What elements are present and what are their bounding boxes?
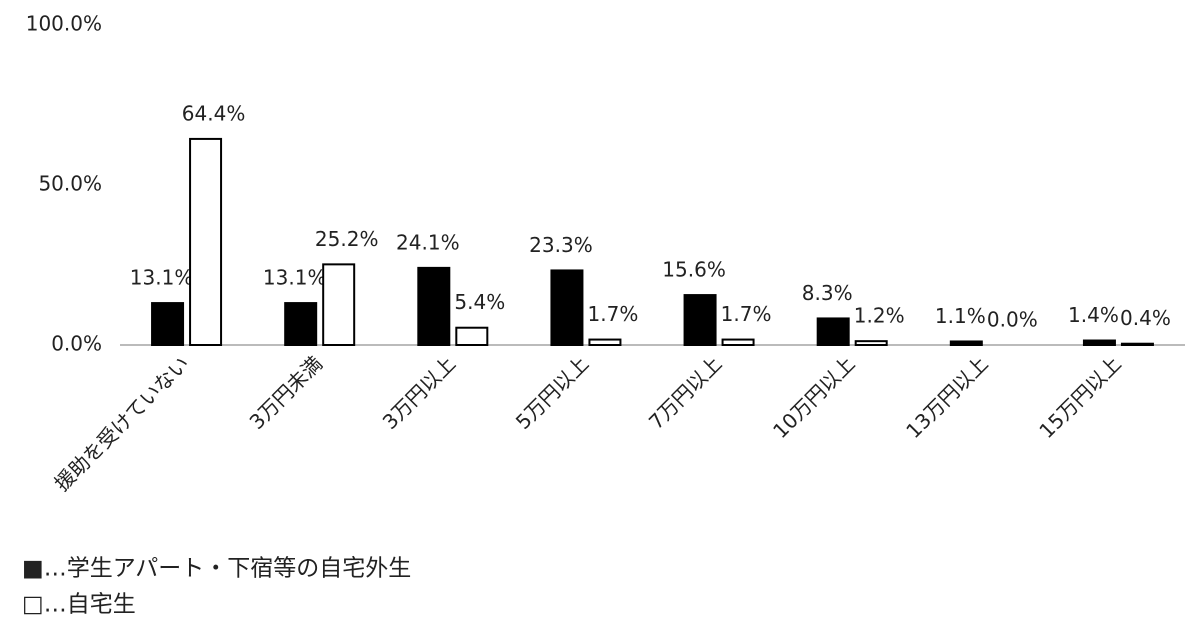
value-label: 8.3% <box>802 281 853 305</box>
bar <box>284 302 318 346</box>
bar <box>949 340 983 347</box>
bar <box>151 302 185 346</box>
y-tick-label: 100.0% <box>26 12 102 36</box>
legend-entry: □…自宅生 <box>22 592 136 617</box>
x-tick-label: 援助を受けていない <box>50 351 194 495</box>
value-label: 1.2% <box>854 304 905 328</box>
value-label: 1.7% <box>721 302 772 326</box>
bar <box>455 326 489 347</box>
value-label: 5.4% <box>454 290 505 314</box>
value-label: 15.6% <box>662 258 726 282</box>
value-label: 64.4% <box>182 101 246 125</box>
bar <box>1120 342 1154 347</box>
value-label: 24.1% <box>396 230 460 254</box>
legend-entry: ■…学生アパート・下宿等の自宅外生 <box>22 556 411 582</box>
y-tick-label: 50.0% <box>38 172 102 196</box>
value-label: 13.1% <box>130 266 194 290</box>
bar <box>550 269 584 346</box>
x-tick-label: 10万円以上 <box>768 351 860 443</box>
value-label: 0.0% <box>987 308 1038 332</box>
x-tick-label: 5万円以上 <box>511 351 594 434</box>
bar <box>189 137 223 346</box>
value-label: 23.3% <box>529 233 593 257</box>
x-tick-label: 7万円以上 <box>644 351 727 434</box>
value-label: 0.4% <box>1120 306 1171 330</box>
bar <box>683 294 717 346</box>
bar <box>588 338 622 346</box>
bar <box>721 338 755 346</box>
x-tick-label: 15万円以上 <box>1034 351 1126 443</box>
x-tick-label: 3万円以上 <box>378 351 461 434</box>
value-label: 1.1% <box>935 304 986 328</box>
value-label: 13.1% <box>263 266 327 290</box>
value-label: 1.7% <box>588 302 639 326</box>
bar <box>322 263 356 346</box>
x-tick-label: 13万円以上 <box>901 351 993 443</box>
bar <box>1082 339 1116 346</box>
bar <box>417 266 451 347</box>
x-tick-label: 3万円未満 <box>245 351 328 434</box>
bar <box>816 317 850 347</box>
value-label: 25.2% <box>315 227 379 251</box>
y-tick-label: 0.0% <box>51 332 102 356</box>
value-label: 1.4% <box>1068 303 1119 327</box>
bar <box>854 340 888 347</box>
